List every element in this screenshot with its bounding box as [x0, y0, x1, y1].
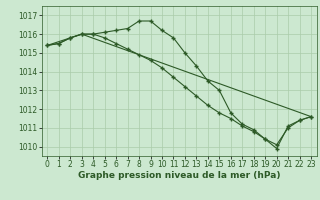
X-axis label: Graphe pression niveau de la mer (hPa): Graphe pression niveau de la mer (hPa)	[78, 171, 280, 180]
